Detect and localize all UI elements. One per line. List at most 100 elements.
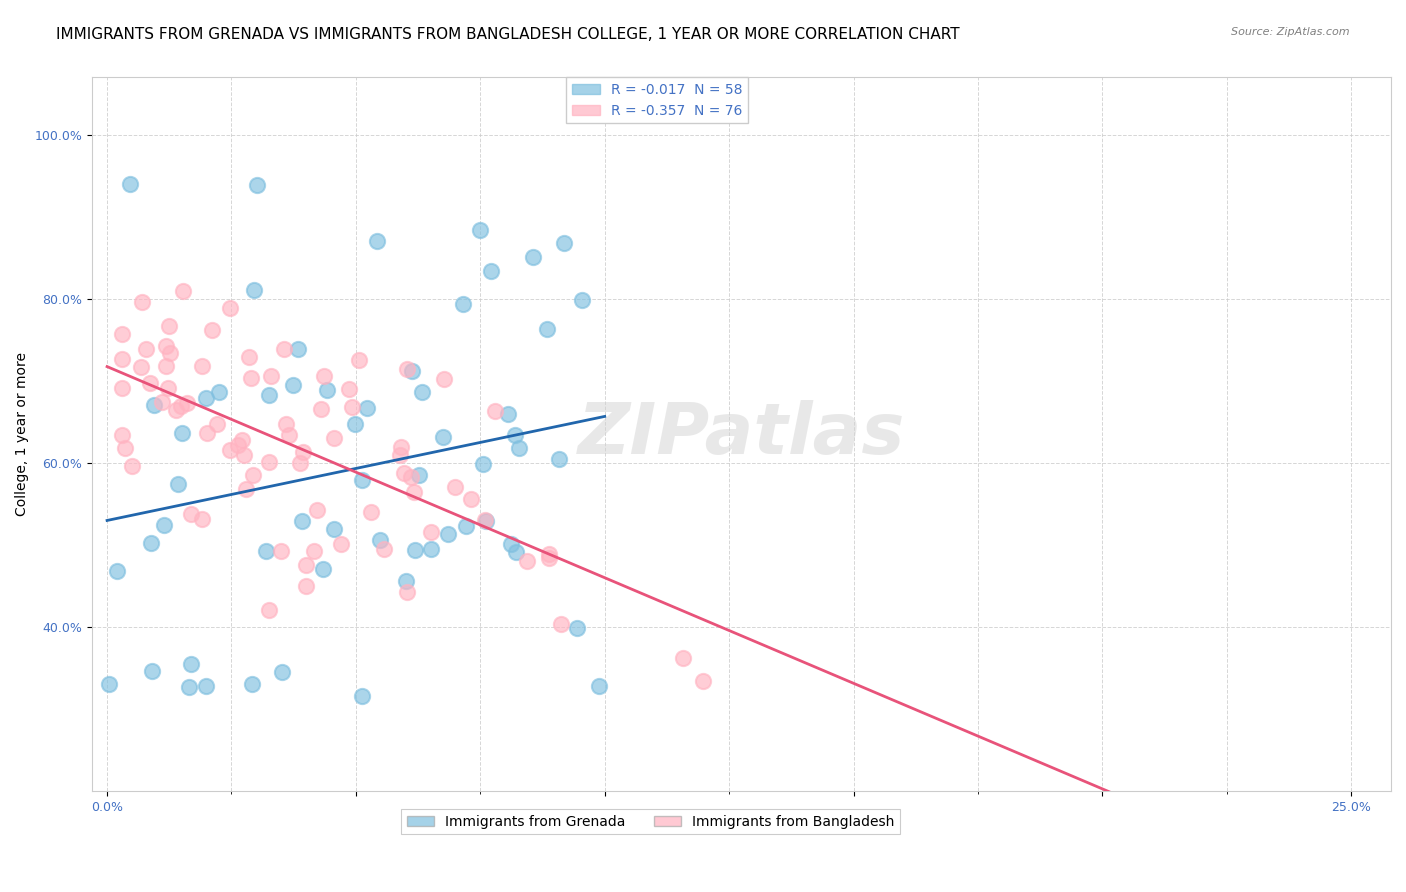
Point — [141, 665, 163, 679]
Point — [142, 398, 165, 412]
Point — [360, 505, 382, 519]
Point — [508, 441, 530, 455]
Point — [588, 679, 610, 693]
Point — [516, 554, 538, 568]
Point — [340, 401, 363, 415]
Text: IMMIGRANTS FROM GRENADA VS IMMIGRANTS FROM BANGLADESH COLLEGE, 1 YEAR OR MORE CO: IMMIGRANTS FROM GRENADA VS IMMIGRANTS FR… — [56, 27, 960, 42]
Point — [259, 455, 281, 469]
Point — [392, 467, 415, 481]
Point — [692, 674, 714, 689]
Point — [180, 507, 202, 521]
Point — [243, 284, 266, 298]
Point — [344, 417, 367, 431]
Point — [155, 359, 177, 374]
Point — [366, 234, 388, 248]
Point — [548, 452, 571, 467]
Point — [401, 364, 423, 378]
Point — [373, 542, 395, 557]
Point — [231, 433, 253, 447]
Point — [111, 352, 134, 367]
Point — [150, 395, 173, 409]
Point — [111, 428, 134, 442]
Point — [305, 503, 328, 517]
Point — [444, 480, 467, 494]
Point — [288, 456, 311, 470]
Point — [135, 342, 157, 356]
Point — [294, 558, 316, 572]
Point — [496, 408, 519, 422]
Point — [388, 448, 411, 462]
Point — [111, 381, 134, 395]
Point — [180, 657, 202, 671]
Point — [240, 677, 263, 691]
Point — [226, 437, 249, 451]
Point — [451, 297, 474, 311]
Point — [111, 326, 134, 341]
Point — [402, 485, 425, 500]
Point — [337, 382, 360, 396]
Point — [501, 537, 523, 551]
Point — [239, 371, 262, 385]
Y-axis label: College, 1 year or more: College, 1 year or more — [15, 352, 30, 516]
Point — [456, 519, 478, 533]
Point — [191, 511, 214, 525]
Point — [538, 551, 561, 566]
Point — [471, 457, 494, 471]
Point — [312, 562, 335, 576]
Point — [238, 350, 260, 364]
Point — [571, 293, 593, 308]
Point — [395, 574, 418, 588]
Point — [396, 362, 419, 376]
Point — [291, 514, 314, 528]
Legend: Immigrants from Grenada, Immigrants from Bangladesh: Immigrants from Grenada, Immigrants from… — [401, 809, 900, 834]
Point — [479, 264, 502, 278]
Point — [314, 369, 336, 384]
Point — [246, 178, 269, 193]
Point — [302, 544, 325, 558]
Point — [114, 441, 136, 455]
Point — [242, 468, 264, 483]
Point — [292, 445, 315, 459]
Point — [157, 318, 180, 333]
Point — [565, 621, 588, 635]
Point — [139, 376, 162, 390]
Point — [120, 178, 142, 192]
Point — [672, 651, 695, 665]
Point — [419, 541, 441, 556]
Point — [219, 301, 242, 315]
Point — [484, 404, 506, 418]
Point — [195, 392, 218, 406]
Point — [330, 537, 353, 551]
Point — [159, 346, 181, 360]
Point — [260, 369, 283, 384]
Point — [195, 425, 218, 440]
Point — [553, 236, 575, 251]
Point — [474, 513, 496, 527]
Point — [474, 514, 496, 528]
Point — [191, 359, 214, 374]
Point — [166, 476, 188, 491]
Point — [156, 381, 179, 395]
Point — [201, 323, 224, 337]
Point — [411, 384, 433, 399]
Point — [257, 388, 280, 402]
Point — [460, 492, 482, 507]
Point — [270, 543, 292, 558]
Point — [235, 482, 257, 496]
Point — [233, 448, 256, 462]
Point — [172, 284, 194, 298]
Point — [468, 223, 491, 237]
Point — [131, 294, 153, 309]
Point — [432, 430, 454, 444]
Point — [153, 517, 176, 532]
Point — [259, 603, 281, 617]
Point — [98, 676, 121, 690]
Point — [349, 352, 371, 367]
Point — [170, 400, 193, 414]
Point — [399, 469, 422, 483]
Point — [207, 417, 229, 431]
Point — [208, 385, 231, 400]
Point — [172, 425, 194, 440]
Point — [356, 401, 378, 415]
Point — [522, 250, 544, 264]
